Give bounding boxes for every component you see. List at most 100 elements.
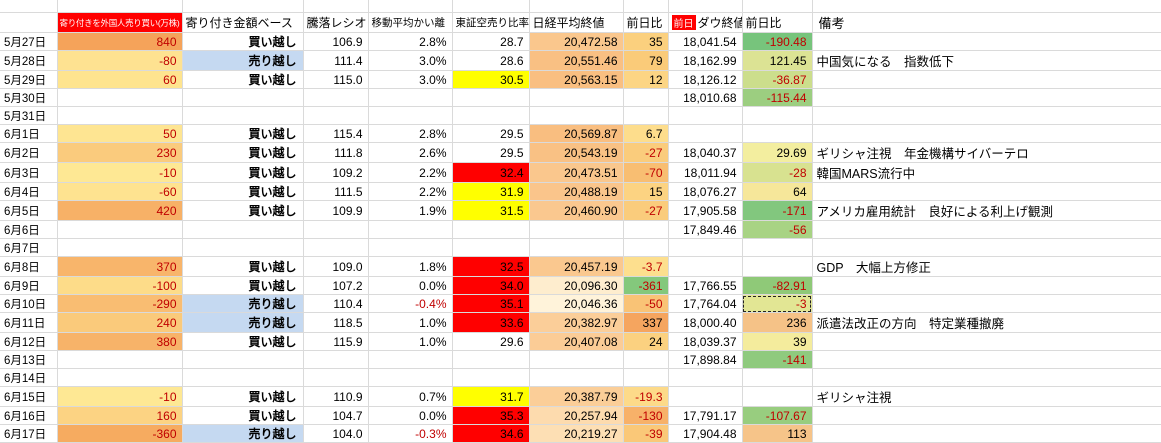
cell-foreign-volume[interactable]: -10 [57, 386, 183, 407]
cell-net-buying[interactable] [182, 220, 304, 239]
cell-net-buying[interactable] [182, 350, 304, 369]
cell-updown-ratio[interactable]: 109.9 [303, 200, 369, 221]
cell-dow-close[interactable]: 18,126.12 [668, 70, 743, 89]
cell-ma-deviation[interactable]: 0.0% [368, 406, 453, 425]
cell-note[interactable] [812, 220, 1161, 239]
cell-date[interactable]: 6月16日 [0, 406, 58, 425]
cell-date[interactable]: 6月6日 [0, 220, 58, 239]
cell-ma-deviation[interactable] [368, 220, 453, 239]
cell-updown-ratio[interactable]: 106.9 [303, 32, 369, 51]
cell-date[interactable]: 6月9日 [0, 276, 58, 295]
cell-nikkei-change[interactable]: 337 [623, 312, 669, 333]
cell-short-ratio[interactable]: 29.5 [452, 124, 530, 143]
cell-date[interactable]: 6月7日 [0, 238, 58, 257]
cell-note[interactable] [812, 88, 1161, 107]
cell-nikkei-change[interactable] [623, 238, 669, 257]
cell-note[interactable]: アメリカ雇用統計 良好による利上げ観測 [812, 200, 1161, 221]
cell-nikkei-close[interactable]: 20,387.79 [529, 386, 624, 407]
cell-note[interactable]: 中国気になる 指数低下 [812, 50, 1161, 71]
cell-net-buying[interactable]: 買い越し [182, 142, 304, 163]
empty-cell[interactable] [812, 0, 1161, 13]
cell-dow-close[interactable] [668, 124, 743, 143]
cell-nikkei-change[interactable]: -130 [623, 406, 669, 425]
cell-dow-close[interactable]: 17,904.48 [668, 424, 743, 443]
cell-nikkei-close[interactable] [529, 238, 624, 257]
cell-note[interactable] [812, 350, 1161, 369]
cell-nikkei-change[interactable] [623, 220, 669, 239]
empty-cell[interactable] [303, 0, 369, 13]
cell-dow-change[interactable]: -107.67 [742, 406, 813, 425]
cell-dow-change[interactable]: -28 [742, 162, 813, 183]
cell-foreign-volume[interactable] [57, 88, 183, 107]
cell-nikkei-close[interactable]: 20,457.19 [529, 256, 624, 277]
cell-updown-ratio[interactable]: 115.4 [303, 124, 369, 143]
cell-dow-change[interactable]: -56 [742, 220, 813, 239]
cell-updown-ratio[interactable] [303, 88, 369, 107]
header-date[interactable] [0, 12, 58, 33]
cell-updown-ratio[interactable]: 107.2 [303, 276, 369, 295]
cell-short-ratio[interactable] [452, 368, 530, 387]
cell-nikkei-close[interactable]: 20,551.46 [529, 50, 624, 71]
cell-ma-deviation[interactable] [368, 368, 453, 387]
cell-ma-deviation[interactable]: 2.8% [368, 124, 453, 143]
cell-date[interactable]: 5月29日 [0, 70, 58, 89]
cell-dow-change[interactable] [742, 124, 813, 143]
cell-updown-ratio[interactable]: 110.4 [303, 294, 369, 313]
cell-nikkei-change[interactable] [623, 368, 669, 387]
cell-dow-change[interactable]: -141 [742, 350, 813, 369]
cell-dow-change[interactable]: 64 [742, 182, 813, 201]
header-dow-close[interactable]: 前日 ダウ終値 [668, 12, 743, 33]
cell-nikkei-change[interactable]: -27 [623, 200, 669, 221]
cell-date[interactable]: 6月13日 [0, 350, 58, 369]
cell-note[interactable] [812, 294, 1161, 313]
cell-short-ratio[interactable]: 35.1 [452, 294, 530, 313]
cell-foreign-volume[interactable]: 840 [57, 32, 183, 51]
cell-nikkei-change[interactable]: 35 [623, 32, 669, 51]
cell-dow-change[interactable]: 39 [742, 332, 813, 351]
cell-ma-deviation[interactable] [368, 350, 453, 369]
cell-short-ratio[interactable]: 33.6 [452, 312, 530, 333]
cell-dow-change[interactable] [742, 368, 813, 387]
empty-cell[interactable] [57, 0, 183, 13]
cell-date[interactable]: 6月11日 [0, 312, 58, 333]
cell-net-buying[interactable]: 買い越し [182, 124, 304, 143]
cell-dow-close[interactable]: 18,000.40 [668, 312, 743, 333]
cell-nikkei-close[interactable]: 20,543.19 [529, 142, 624, 163]
header-dow-change[interactable]: 前日比 [742, 12, 813, 33]
cell-dow-change[interactable] [742, 106, 813, 125]
cell-date[interactable]: 5月28日 [0, 50, 58, 71]
cell-foreign-volume[interactable]: 60 [57, 70, 183, 89]
cell-updown-ratio[interactable]: 110.9 [303, 386, 369, 407]
cell-date[interactable]: 6月14日 [0, 368, 58, 387]
cell-short-ratio[interactable]: 28.7 [452, 32, 530, 51]
cell-dow-change[interactable]: -171 [742, 200, 813, 221]
cell-foreign-volume[interactable]: -10 [57, 162, 183, 183]
cell-note[interactable] [812, 182, 1161, 201]
cell-foreign-volume[interactable]: 50 [57, 124, 183, 143]
cell-short-ratio[interactable]: 29.5 [452, 142, 530, 163]
cell-net-buying[interactable] [182, 238, 304, 257]
header-updown-ratio[interactable]: 騰落レシオ [303, 12, 369, 33]
cell-short-ratio[interactable]: 28.6 [452, 50, 530, 71]
cell-dow-close[interactable]: 18,040.37 [668, 142, 743, 163]
cell-ma-deviation[interactable]: 2.2% [368, 182, 453, 201]
cell-nikkei-change[interactable]: -3.7 [623, 256, 669, 277]
cell-dow-change[interactable]: -190.48 [742, 32, 813, 51]
cell-updown-ratio[interactable]: 104.7 [303, 406, 369, 425]
cell-nikkei-change[interactable]: -70 [623, 162, 669, 183]
cell-dow-change[interactable] [742, 386, 813, 407]
cell-updown-ratio[interactable]: 111.4 [303, 50, 369, 71]
cell-nikkei-close[interactable]: 20,382.97 [529, 312, 624, 333]
cell-ma-deviation[interactable]: 2.6% [368, 142, 453, 163]
cell-note[interactable]: ギリシャ注視 年金機構サイバーテロ [812, 142, 1161, 163]
cell-dow-close[interactable]: 17,764.04 [668, 294, 743, 313]
cell-updown-ratio[interactable] [303, 106, 369, 125]
header-short-ratio[interactable]: 東証空売り比率 [452, 12, 530, 33]
cell-nikkei-change[interactable]: -39 [623, 424, 669, 443]
cell-ma-deviation[interactable]: 3.0% [368, 50, 453, 71]
cell-date[interactable]: 6月1日 [0, 124, 58, 143]
cell-nikkei-close[interactable]: 20,257.94 [529, 406, 624, 425]
cell-foreign-volume[interactable]: -80 [57, 50, 183, 71]
cell-net-buying[interactable]: 買い越し [182, 386, 304, 407]
cell-dow-change[interactable]: 113 [742, 424, 813, 443]
